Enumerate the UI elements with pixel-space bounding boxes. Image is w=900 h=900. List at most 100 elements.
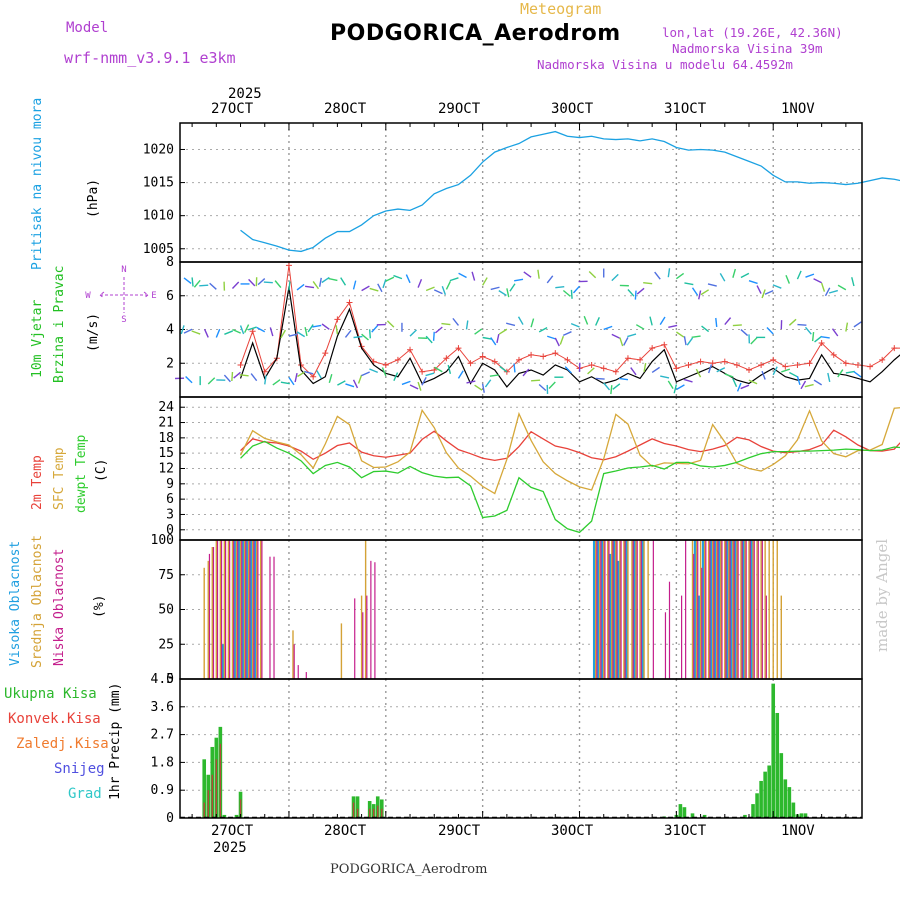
wind-gust-marker — [443, 355, 450, 362]
wind-direction-arrow — [676, 384, 685, 391]
wind-gust-marker — [322, 350, 329, 357]
wind-direction-arrow — [610, 385, 613, 395]
wind-direction-arrow — [811, 332, 815, 342]
wind-gust-marker — [588, 361, 595, 368]
wind-direction-arrow — [523, 271, 532, 278]
wind-direction-arrow — [368, 329, 371, 339]
wind-direction-arrow — [853, 321, 862, 328]
wind-direction-arrow — [627, 333, 637, 338]
cloud-high-bar — [596, 540, 600, 679]
wind-direction-arrow — [369, 368, 379, 373]
wind-gust-marker — [782, 363, 789, 370]
wind-direction-arrow — [296, 283, 305, 291]
wind-direction-arrow — [191, 277, 194, 287]
wind-direction-arrow — [307, 324, 314, 333]
wind-direction-arrow — [824, 287, 831, 297]
wind-direction-arrow — [595, 377, 605, 380]
wind-direction-arrow — [623, 337, 629, 346]
wind-direction-arrow — [256, 326, 266, 333]
wind-direction-arrow — [421, 376, 427, 386]
wind-direction-arrow — [447, 364, 452, 375]
precip-total-bar — [787, 787, 792, 818]
wind-direction-arrow — [263, 281, 273, 284]
y-tick-label: 1.8 — [151, 755, 174, 770]
wind-direction-arrow — [452, 317, 460, 326]
wind-direction-arrow — [183, 328, 193, 334]
wind-direction-arrow — [449, 277, 459, 282]
cloud-high-bar — [641, 540, 645, 679]
temp-2m-line — [240, 429, 900, 461]
wind-direction-arrow — [441, 286, 447, 295]
wind-direction-arrow — [425, 335, 433, 344]
wind-direction-arrow — [231, 371, 234, 382]
wind-direction-arrow — [530, 318, 535, 328]
y-tick-label: 0 — [166, 523, 174, 538]
wind-gust-marker — [334, 316, 341, 323]
wind-gust-marker — [746, 367, 753, 373]
wind-gust-marker — [382, 361, 389, 368]
y-tick-label: 2.7 — [151, 728, 174, 743]
wind-direction-arrow — [357, 374, 363, 384]
wind-direction-arrow — [199, 284, 209, 287]
wind-direction-arrow — [761, 370, 766, 380]
wind-direction-arrow — [740, 384, 750, 390]
wind-direction-arrow — [772, 366, 778, 376]
y-tick-label: 24 — [158, 400, 174, 415]
day-label-top: 1NOV — [781, 101, 815, 117]
wind-direction-arrow — [719, 273, 726, 282]
wind-gust-marker — [237, 361, 244, 368]
day-label-bottom: 31OCT — [664, 823, 707, 839]
wind-direction-arrow — [499, 365, 508, 373]
wind-direction-arrow — [555, 286, 565, 289]
wind-direction-arrow — [353, 335, 363, 339]
wind-gust-marker — [794, 361, 801, 368]
wind-gust-marker — [564, 356, 571, 363]
wind-direction-arrow — [649, 316, 653, 326]
wind-direction-arrow — [611, 333, 621, 339]
wind-gust-marker — [649, 345, 656, 352]
wind-direction-arrow — [724, 317, 732, 325]
wind-direction-arrow — [603, 325, 613, 331]
wind-direction-arrow — [496, 333, 500, 344]
wind-direction-arrow — [691, 287, 699, 296]
wind-direction-arrow — [498, 290, 507, 297]
wind-direction-arrow — [715, 317, 718, 328]
wind-direction-arrow — [588, 271, 597, 279]
wind-gust-marker — [854, 361, 861, 368]
footer-station: PODGORICA_Aerodrom — [330, 862, 488, 877]
wind-gust-marker — [249, 328, 256, 335]
precip-convective-bar — [377, 805, 379, 818]
wind-direction-arrow — [547, 335, 557, 340]
wind-direction-arrow — [369, 287, 379, 292]
cloud-high-bar — [625, 540, 629, 679]
wind-direction-arrow — [740, 329, 749, 337]
wind-gust-marker — [431, 367, 438, 373]
y-tick-label: 6 — [166, 289, 174, 304]
wind-gust-marker — [419, 368, 426, 375]
y-tick-label: 1010 — [143, 209, 174, 224]
wind-direction-arrow — [684, 282, 694, 286]
wind-direction-arrow — [264, 375, 267, 385]
wind-direction-arrow — [465, 320, 469, 330]
wind-direction-arrow — [654, 271, 661, 280]
wind-direction-arrow — [304, 370, 314, 375]
precip-total-bar — [751, 804, 755, 818]
wind-direction-arrow — [748, 280, 758, 285]
y-tick-label: 1020 — [143, 142, 174, 157]
wind-direction-arrow — [381, 367, 387, 377]
wind-gust-marker — [709, 360, 716, 367]
wind-direction-arrow — [335, 325, 339, 335]
wind-direction-arrow — [274, 280, 282, 288]
precip-total-bar — [759, 780, 763, 818]
wind-direction-arrow — [288, 376, 295, 386]
wind-direction-arrow — [312, 324, 322, 328]
cloud-high-bar — [221, 644, 225, 679]
y-tick-label: 100 — [151, 533, 174, 548]
wind-direction-arrow — [337, 380, 346, 386]
wind-direction-arrow — [522, 368, 530, 377]
wind-direction-arrow — [845, 370, 855, 374]
wind-direction-arrow — [820, 335, 830, 339]
precip-legend-total: Ukupna Kisa — [4, 686, 97, 702]
wind-direction-arrow — [193, 279, 201, 288]
wind-direction-arrow — [223, 374, 231, 383]
